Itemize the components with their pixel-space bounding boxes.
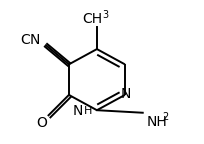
Text: O: O <box>37 116 48 130</box>
Text: N: N <box>73 104 83 118</box>
Text: 3: 3 <box>103 10 109 20</box>
Text: N: N <box>29 33 40 47</box>
Text: C: C <box>20 33 30 47</box>
Text: NH: NH <box>146 115 167 129</box>
Text: CH: CH <box>82 12 103 26</box>
Text: H: H <box>84 106 92 116</box>
Text: 2: 2 <box>162 112 168 122</box>
Text: N: N <box>120 87 131 101</box>
